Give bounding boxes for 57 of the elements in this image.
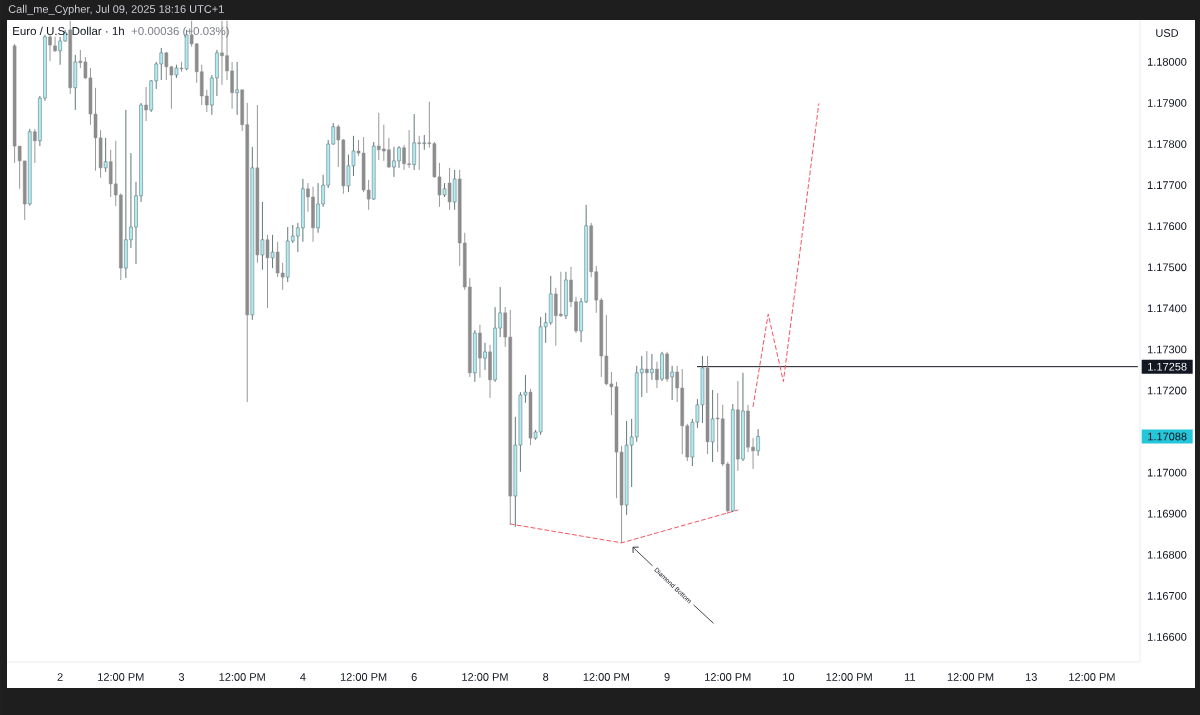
y-axis-title: USD — [1156, 29, 1179, 37]
y-tick-label: 1.16800 — [1147, 550, 1187, 559]
candlestick — [756, 428, 760, 457]
text: Call_me_Cypher, Jul 09, 2025 18:16 UTC+1 — [8, 4, 224, 16]
candlestick — [260, 201, 265, 271]
x-tick-label: 9 — [664, 673, 670, 681]
y-tick-label: 1.17600 — [1147, 222, 1187, 231]
x-tick-label: 12:00 PM — [1069, 673, 1115, 681]
text: 1.17088 — [1148, 432, 1187, 441]
candlestick — [235, 61, 239, 116]
y-tick-label: 1.16900 — [1147, 509, 1187, 518]
candlestick — [670, 365, 674, 401]
text: 1.17258 — [1148, 362, 1187, 371]
y-tick-label: 1.16600 — [1147, 633, 1187, 641]
y-tick-label: 1.18000 — [1147, 58, 1187, 66]
x-tick-label: 13 — [1025, 673, 1037, 681]
y-tick-label: 1.17200 — [1147, 386, 1187, 395]
candlestick — [710, 389, 715, 463]
candlestick — [645, 350, 649, 394]
y-tick-label: 1.17800 — [1147, 140, 1187, 148]
y-tick-label: 1.17700 — [1147, 181, 1187, 190]
x-tick-label: 12:00 PM — [947, 673, 994, 681]
candlestick — [422, 134, 427, 151]
x-tick-label: 4 — [300, 673, 306, 681]
y-tick-label: 1.16700 — [1147, 591, 1187, 600]
x-tick-label: 12:00 PM — [583, 673, 629, 681]
candlestick — [452, 169, 457, 211]
candlestick — [412, 113, 416, 171]
candlestick — [103, 137, 108, 173]
candlestick — [144, 86, 148, 122]
y-tick-label: 1.17500 — [1147, 263, 1187, 272]
candlestick — [33, 128, 37, 164]
x-tick-label: 12:00 PM — [219, 673, 265, 681]
x-tick-label: 12:00 PM — [340, 673, 387, 681]
line-series — [752, 103, 820, 407]
x-tick-label: 12:00 PM — [462, 673, 508, 681]
candlestick — [447, 167, 452, 211]
y-tick-label: 1.17300 — [1147, 345, 1187, 354]
candlestick — [483, 342, 487, 371]
x-tick-label: 6 — [411, 673, 417, 681]
x-tick-label: 2 — [57, 673, 63, 681]
chart-title: Euro / U.S. Dollar · 1h — [13, 26, 124, 36]
y-tick-label: 1.17900 — [1147, 99, 1187, 107]
candlestick — [270, 234, 275, 269]
x-tick-label: 12:00 PM — [98, 673, 144, 681]
candlestick — [417, 135, 421, 171]
candlestick — [655, 361, 659, 389]
x-tick-label: 8 — [543, 673, 549, 681]
x-tick-label: 3 — [178, 673, 185, 681]
x-tick-label: 10 — [783, 673, 795, 681]
y-tick-label: 1.17400 — [1147, 304, 1187, 313]
candlestick — [650, 353, 654, 381]
y-tick-label: 1.17000 — [1147, 468, 1187, 477]
x-tick-label: 12:00 PM — [826, 673, 872, 681]
x-tick-label: 12:00 PM — [705, 673, 751, 681]
candlestick — [265, 234, 270, 309]
x-tick-label: 11 — [904, 673, 916, 681]
